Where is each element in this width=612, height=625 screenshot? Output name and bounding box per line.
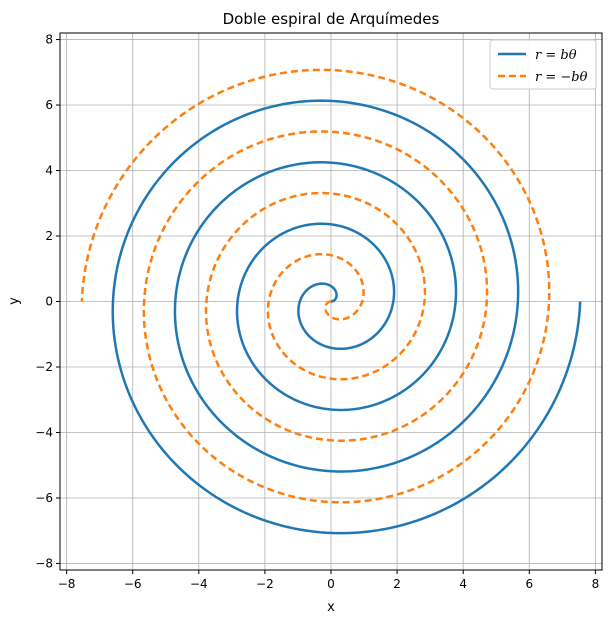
legend-box — [489, 39, 597, 90]
y-tick-label: 8 — [45, 33, 53, 47]
y-tick-label: 6 — [45, 98, 53, 112]
series-layer — [80, 68, 582, 535]
spiral-series-2 — [80, 68, 551, 504]
x-tick-label: −6 — [124, 577, 142, 591]
y-axis-label: y — [7, 297, 22, 305]
y-tick-label: 4 — [45, 164, 53, 178]
x-tick-label: −2 — [256, 577, 274, 591]
y-tick-label: −2 — [35, 360, 53, 374]
legend: r = bθ r = −bθ — [489, 39, 597, 90]
x-tick-label: −8 — [58, 577, 76, 591]
y-tick-label: −4 — [35, 425, 53, 439]
x-tick-label: 2 — [393, 577, 401, 591]
spiral-series-1 — [111, 99, 582, 535]
y-tick-label: 2 — [45, 229, 53, 243]
y-tick-label: 0 — [45, 295, 53, 309]
x-tick-label: 8 — [592, 577, 600, 591]
legend-label-series-1: r = bθ — [535, 48, 577, 63]
x-axis-label: x — [327, 600, 335, 615]
x-tick-label: 4 — [459, 577, 467, 591]
x-tick-label: 6 — [525, 577, 533, 591]
axis-ticks: −8 −6 −4 −2 0 2 4 6 8 −8 −6 −4 −2 0 2 4 6 8 — [35, 33, 599, 591]
legend-label-series-2: r = −bθ — [535, 70, 588, 85]
y-tick-label: −8 — [35, 556, 53, 570]
y-tick-label: −6 — [35, 491, 53, 505]
x-tick-label: 0 — [327, 577, 335, 591]
chart-title: Doble espiral de Arquímedes — [223, 10, 440, 28]
x-tick-label: −4 — [190, 577, 208, 591]
